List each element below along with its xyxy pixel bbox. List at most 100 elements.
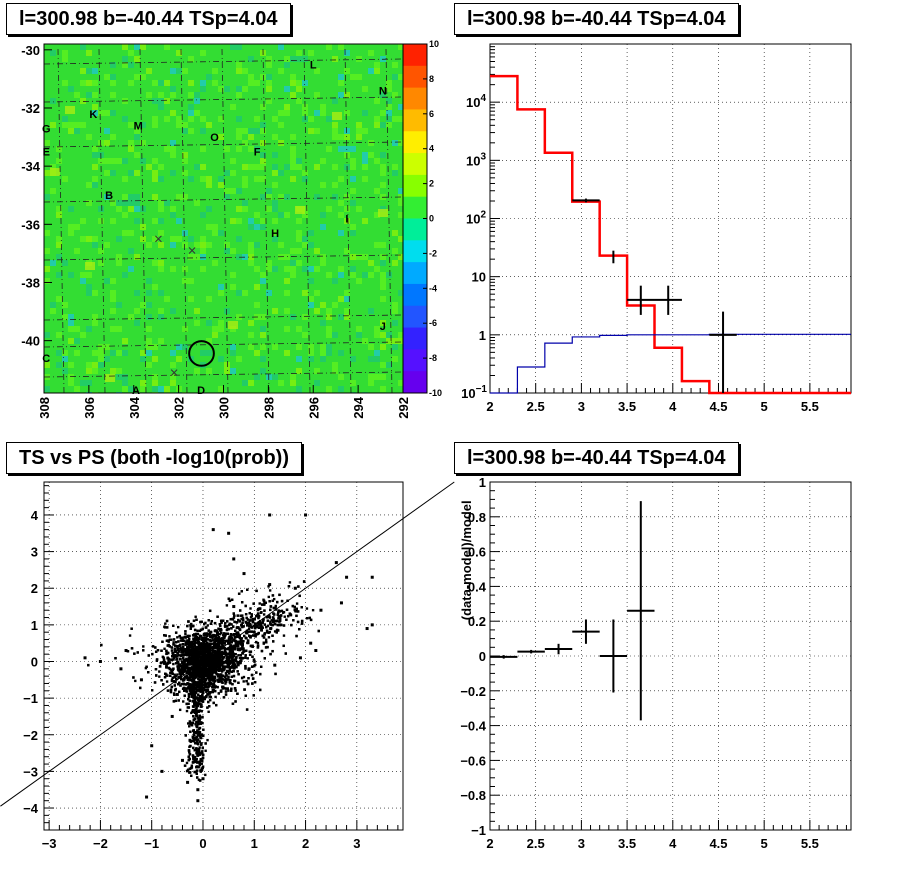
scatter-point: [205, 688, 208, 691]
map-cell: [380, 110, 386, 116]
map-cell: [302, 266, 308, 272]
scatter-point: [188, 771, 192, 774]
map-cell: [62, 350, 68, 356]
map-cell: [380, 122, 386, 128]
scatter-point: [201, 679, 204, 682]
y-tick-label: 103: [466, 151, 486, 168]
scatter-point: [193, 644, 197, 648]
map-cell: [164, 80, 170, 86]
map-cell: [200, 212, 206, 218]
map-cell: [158, 290, 164, 296]
scatter-point: [188, 751, 191, 754]
map-cell: [200, 128, 206, 134]
grid-line: [303, 48, 311, 394]
map-cell: [242, 380, 248, 386]
map-cell: [386, 338, 392, 344]
y-tick-label: 1: [479, 328, 486, 343]
map-cell: [380, 164, 386, 170]
map-cell: [56, 296, 62, 302]
map-cell: [158, 386, 164, 392]
scatter-point: [195, 635, 198, 639]
scatter-point: [183, 639, 186, 642]
scatter-point: [295, 607, 298, 611]
map-cell: [350, 254, 356, 260]
map-cell: [188, 296, 194, 302]
map-cell: [272, 182, 278, 188]
map-cell: [272, 266, 278, 272]
map-cell: [320, 212, 326, 218]
map-cell: [350, 272, 356, 278]
map-cell: [80, 98, 86, 104]
map-cell: [392, 116, 398, 122]
scatter-point: [224, 675, 227, 679]
grid-line: [43, 58, 404, 65]
scatter-point: [186, 624, 189, 628]
map-cell: [182, 194, 188, 200]
map-cell: [356, 326, 362, 332]
scatter-point: [190, 764, 194, 767]
map-cell: [284, 278, 290, 284]
scatter-point: [239, 653, 243, 657]
source-label: C: [42, 353, 50, 365]
scatter-point: [219, 627, 222, 631]
map-cell: [50, 164, 56, 170]
map-cell: [392, 62, 398, 68]
map-cell: [146, 278, 152, 284]
map-cell: [236, 188, 242, 194]
scatter-point: [187, 702, 190, 705]
scatter-point: [250, 665, 254, 668]
map-cell: [362, 272, 368, 278]
scatter-point: [218, 659, 221, 663]
map-cell: [206, 296, 212, 302]
map-cell: [110, 62, 116, 68]
map-cell: [92, 110, 98, 116]
map-cell: [158, 80, 164, 86]
scatter-point: [130, 627, 133, 630]
scatter-point: [174, 662, 178, 665]
map-cell: [128, 230, 134, 236]
scatter-point: [240, 676, 244, 680]
map-cell: [326, 326, 332, 332]
map-cell: [314, 194, 320, 200]
colorbar-band: [403, 349, 427, 372]
scatter-point: [197, 730, 200, 734]
scatter-point: [195, 618, 198, 621]
map-cell: [86, 182, 92, 188]
scatter-point: [195, 769, 199, 772]
map-cell: [170, 380, 176, 386]
scatter-point: [171, 672, 174, 676]
map-cell: [80, 80, 86, 86]
map-cell: [158, 200, 164, 206]
scatter-point: [205, 685, 208, 689]
scatter-point: [190, 666, 194, 669]
map-cell: [212, 224, 218, 230]
map-cell: [380, 182, 386, 188]
scatter-point: [228, 622, 232, 626]
scatter-point: [206, 689, 210, 692]
map-cell: [248, 242, 254, 248]
map-cell: [140, 74, 146, 80]
scatter-point: [186, 722, 190, 725]
cross-marker: [155, 235, 162, 243]
scatter-point: [193, 628, 197, 632]
scatter-point: [184, 643, 187, 646]
scatter-point: [268, 630, 272, 634]
map-cell: [374, 188, 380, 194]
map-cell: [368, 380, 374, 386]
scatter-point: [184, 632, 187, 636]
map-cell: [62, 176, 68, 182]
scatter-point: [162, 658, 166, 661]
scatter-point: [297, 585, 300, 588]
map-cell: [68, 380, 74, 386]
map-cell: [254, 176, 260, 182]
map-cell: [122, 272, 128, 278]
map-cell: [194, 242, 200, 248]
map-cell: [116, 374, 122, 380]
scatter-point: [211, 636, 214, 640]
map-cell: [272, 200, 278, 206]
scatter-point: [199, 620, 202, 624]
map-cell: [104, 140, 110, 146]
scatter-point: [300, 606, 303, 609]
scatter-point: [292, 619, 295, 622]
grid-line: [57, 48, 65, 394]
